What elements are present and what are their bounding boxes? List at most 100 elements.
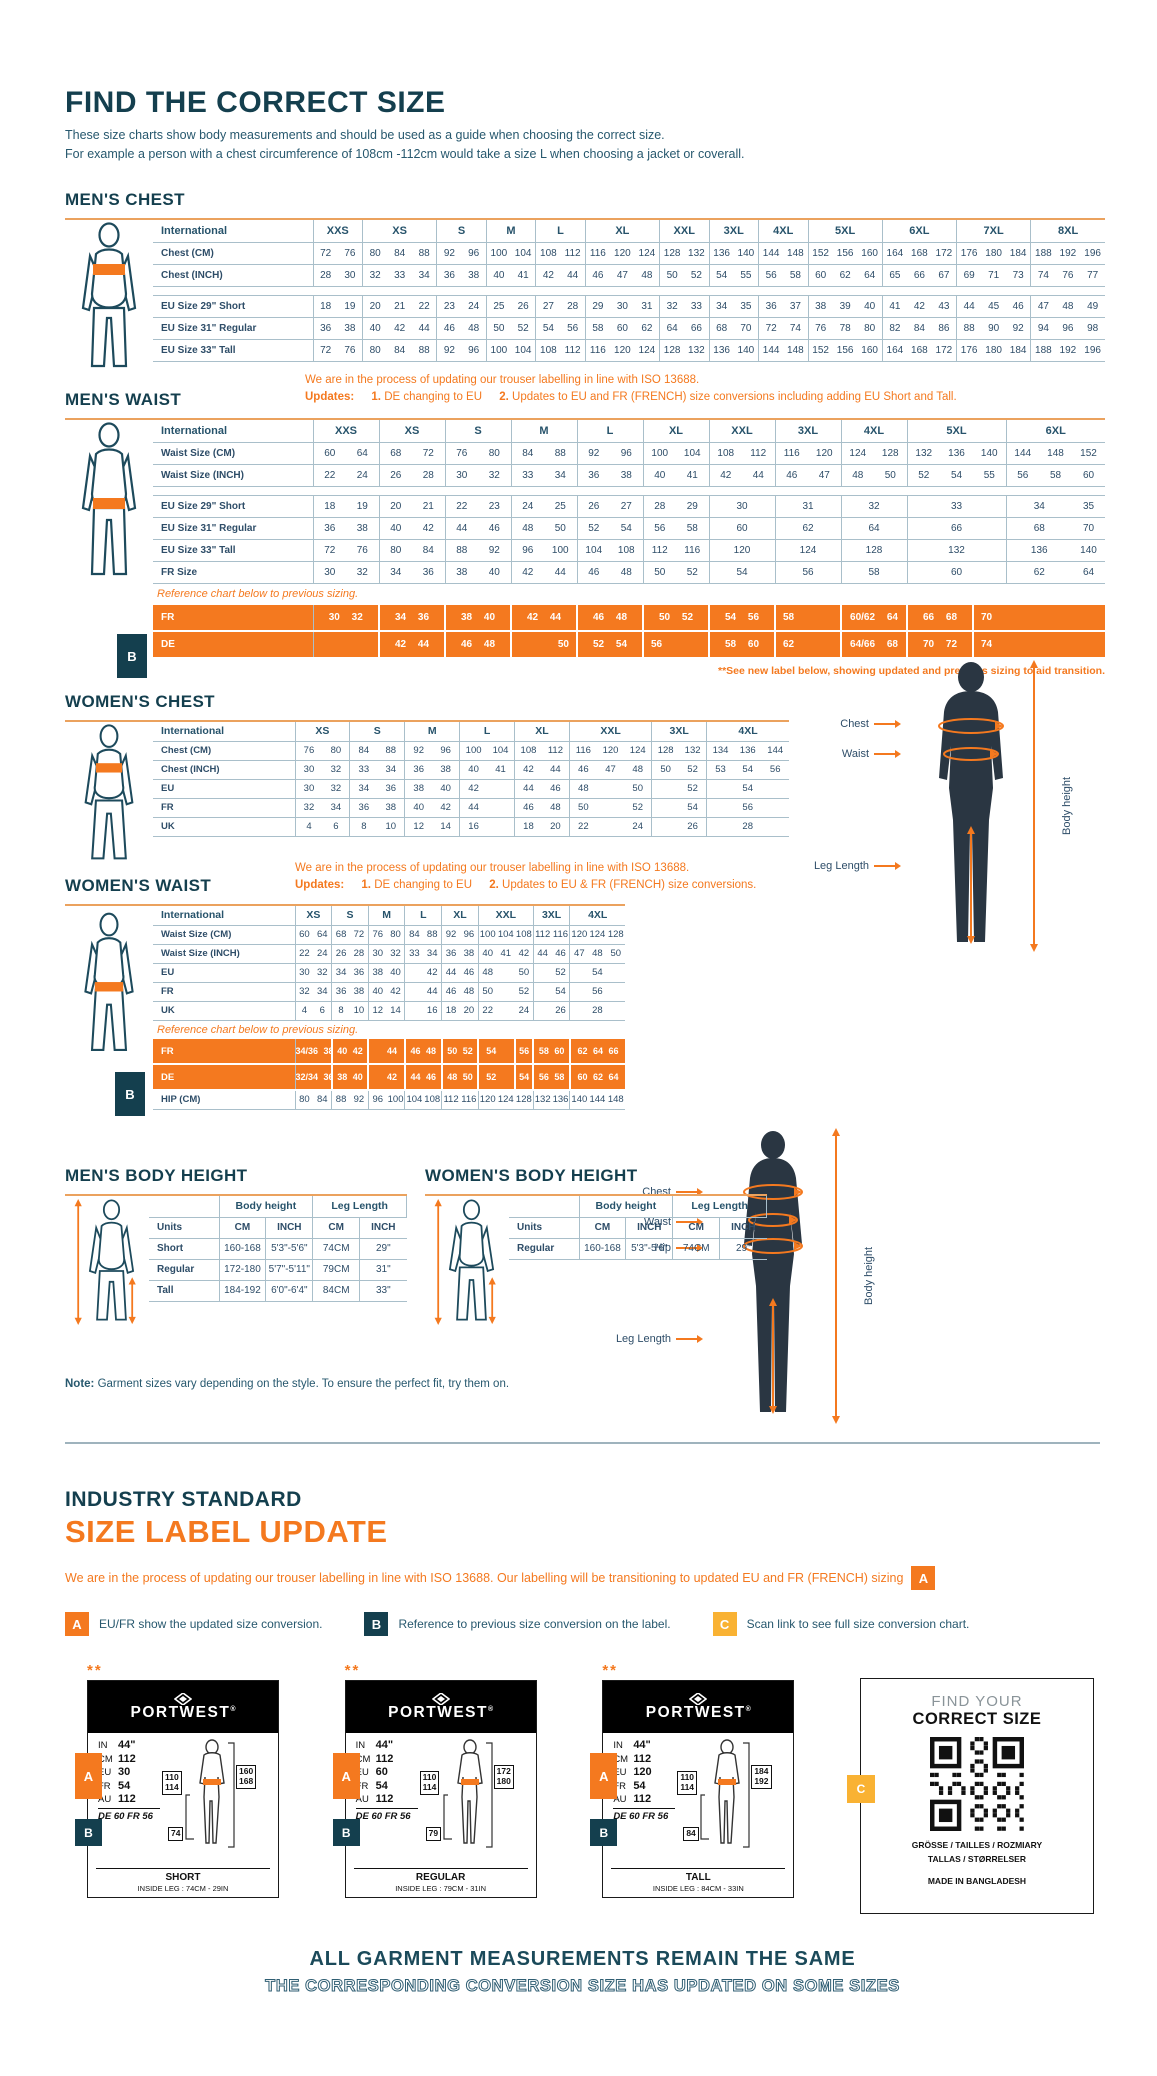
- size-label-card: ** PORTWEST® IN 44" CM 112 EU 120 FR 54 AU 112 DE 60…: [590, 1662, 795, 1914]
- table-row: EU 30 32 34 36 38 40 42 44 46 48 50 52 54: [153, 779, 789, 798]
- size-value-cell: 42 44: [379, 631, 446, 658]
- arrow-icon: [676, 1335, 703, 1343]
- size-value-cell: [607, 982, 625, 1001]
- size-value-cell: 30: [616, 300, 628, 312]
- size-value-cell: 34: [716, 300, 728, 312]
- size-value-cell: 71: [988, 269, 1000, 281]
- size-value-cell: 56: [592, 986, 603, 997]
- size-value-cell: [405, 1001, 423, 1020]
- mens_chest-table: International XXS XS S M L XL XXL 3XL 4XL 5XL 6XL 7X…: [153, 220, 1105, 362]
- size-value-cell: 50: [511, 631, 578, 658]
- table-row: EU Size 33" Tall 72 76 80 84 88 92 96 100 104 108 1…: [153, 539, 1105, 561]
- inside-leg-box: 84: [683, 1827, 699, 1841]
- mens-waist-table-wrap: International XXS XS S M L XL XXL 3XL 4XL 5XL 6XL Wa…: [65, 418, 1105, 680]
- size-value-cell: 32: [386, 944, 406, 963]
- size-value-cell: 28: [592, 1005, 603, 1016]
- size-value-cell: 140: [973, 442, 1007, 464]
- label-measurements: IN 44" CM 112 EU 60 FR 54 AU 112 DE 60 FR 56 110 114…: [346, 1733, 536, 1848]
- a-badge: A: [75, 1753, 102, 1799]
- size-value-cell: 40: [468, 764, 479, 775]
- size-value-cell: 69: [963, 269, 975, 281]
- size-value-cell: 48: [1062, 300, 1074, 312]
- size-value-cell: 66: [907, 517, 1007, 539]
- label-size-row: FR 54: [98, 1779, 131, 1792]
- size-value-cell: 52: [514, 982, 534, 1001]
- size-value-cell: 38: [461, 264, 487, 286]
- size-value-cell: [497, 1001, 515, 1020]
- size-column-header: L: [459, 722, 515, 741]
- size-value-cell: 42: [468, 783, 479, 794]
- b-badge: B: [364, 1612, 389, 1636]
- size-value-cell: 28: [320, 269, 332, 281]
- size-value-cell: [607, 963, 625, 982]
- size-value-cell: 46: [786, 469, 798, 481]
- size-value-cell: 30: [337, 264, 363, 286]
- size-value-cell: 196: [1084, 344, 1101, 356]
- size-value-cell: 86: [931, 317, 957, 339]
- size-value-cell: 148: [1047, 447, 1064, 459]
- row-label: Tall: [149, 1280, 220, 1301]
- size-value-cell: 26: [551, 1001, 571, 1020]
- size-value-cell: 55: [733, 264, 759, 286]
- height-range-box: 172 180: [493, 1765, 514, 1789]
- size-value-cell: 116: [589, 247, 606, 259]
- size-value-cell: 33: [522, 469, 534, 481]
- size-value-cell: 20: [390, 500, 402, 512]
- size-value-cell: 72: [320, 247, 332, 259]
- size-value-cell: 32: [322, 779, 351, 798]
- size-value-cell: 124: [624, 741, 653, 760]
- size-column-header: M: [404, 722, 461, 741]
- size-value-cell: 24: [522, 500, 534, 512]
- table-row: UK 4 6 8 10 12 14 16 18 20 22 24 26 28: [153, 1001, 625, 1020]
- size-value-cell: 38: [337, 317, 363, 339]
- label-size-row: CM 112: [613, 1752, 652, 1765]
- reference-b-badge: B: [115, 1072, 145, 1116]
- size-value-cell: 36: [358, 802, 370, 813]
- size-column-header: XS: [295, 722, 351, 741]
- size-value-cell: 40: [369, 322, 381, 334]
- size-value-cell: 100: [465, 745, 482, 756]
- size-column-header: Leg Length: [312, 1196, 407, 1217]
- size-column-header: Leg Length: [672, 1196, 767, 1217]
- size-value-cell: 39: [839, 300, 851, 312]
- a-badge: A: [911, 1566, 936, 1590]
- size-value-cell: 16: [423, 1001, 443, 1020]
- size-value-cell: 22: [456, 500, 468, 512]
- size-column-header: S: [436, 220, 487, 242]
- size-value-cell: 128: [841, 539, 908, 561]
- man-silhouette: [938, 660, 1038, 952]
- size-value-cell: 144: [1014, 447, 1032, 459]
- womens-body-height-title: WOMEN'S BODY HEIGHT: [425, 1166, 638, 1185]
- size-value-cell: 60: [907, 561, 1007, 583]
- size-value-cell: 34 36: [379, 605, 446, 631]
- size-value-cell: 52: [588, 522, 600, 534]
- man-leg-length-label: Leg Length: [813, 860, 869, 872]
- label-size-row: EU 30: [98, 1766, 131, 1778]
- mens-body-height-table-wrap: Body height Leg Length Units CM INCH CM INCH Sh…: [65, 1194, 407, 1326]
- table-row: Waist Size (INCH) 22 24 26 28 30 32 33 34 36 38 40 4…: [153, 944, 625, 963]
- legend-b-text: Reference to previous size conversion on…: [398, 1617, 671, 1631]
- section-womens-chest: WOMEN'S CHEST International XS S M L XL XXL 3XL…: [65, 692, 789, 864]
- label-size-row: AU 112: [98, 1793, 136, 1805]
- table-row: **See new label below, showing updated a…: [153, 658, 1105, 680]
- size-value-cell: 47: [616, 269, 628, 281]
- update-2-text: Updates to EU and FR (FRENCH) size conve…: [512, 391, 957, 404]
- row-label: EU Size 33" Tall: [153, 339, 314, 361]
- size-value-cell: 74: [973, 631, 1105, 658]
- size-value-cell: 38: [349, 982, 369, 1001]
- update-note-line1: We are in the process of updating our tr…: [295, 862, 690, 874]
- size-value-cell: 4: [301, 1005, 308, 1016]
- size-value-cell: 94: [1037, 322, 1049, 334]
- size-value-cell: 108: [610, 539, 644, 561]
- size-value-cell: 50: [660, 764, 671, 775]
- b-badge: B: [590, 1819, 618, 1846]
- size-value-cell: 20: [541, 817, 570, 836]
- size-value-cell: 24: [346, 464, 380, 486]
- size-value-cell: 41: [889, 300, 901, 312]
- size-value-cell: 50: [544, 517, 578, 539]
- size-value-cell: 136: [713, 344, 730, 356]
- update-1-num: 1.: [361, 879, 371, 892]
- size-value-cell: 84: [358, 745, 370, 756]
- row-label: FR: [153, 982, 296, 1001]
- size-column-header: 4XL: [588, 909, 608, 922]
